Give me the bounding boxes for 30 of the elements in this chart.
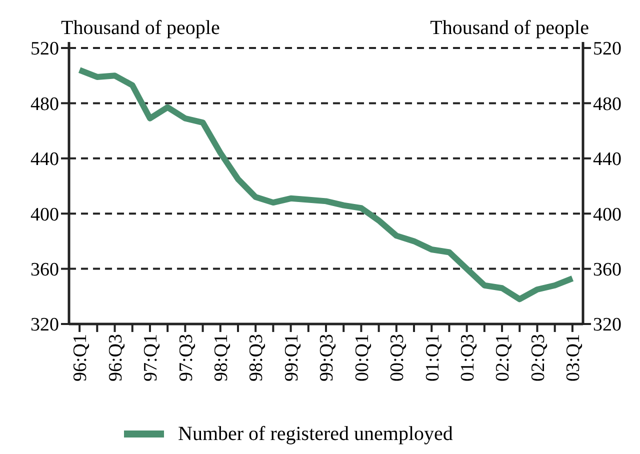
- x-tick-label: 01:Q3: [457, 334, 478, 382]
- y2-tick-label: 480: [593, 94, 622, 115]
- x-tick-label: 03:Q1: [563, 334, 584, 382]
- x-tick-label: 02:Q1: [492, 334, 514, 382]
- y-tick-label: 360: [30, 259, 59, 280]
- y-tick-label: 400: [30, 204, 59, 226]
- x-tick-label: 96:Q3: [105, 334, 126, 382]
- y2-axis-title: Thousand of people: [430, 17, 590, 39]
- x-tick-label: 99:Q1: [281, 334, 302, 382]
- y-tick-label: 320: [30, 314, 59, 336]
- x-tick-label: 00:Q1: [352, 334, 373, 382]
- x-tick-label: 98:Q1: [211, 334, 232, 382]
- y-axis-title: Thousand of people: [61, 17, 220, 39]
- x-tick-label: 00:Q3: [387, 334, 408, 382]
- y2-tick-label: 440: [593, 149, 622, 170]
- y2-tick-label: 320: [593, 314, 622, 336]
- y2-tick-label: 520: [593, 38, 622, 60]
- x-tick-label: 96:Q1: [70, 334, 92, 382]
- x-tick-label: 97:Q3: [176, 334, 197, 382]
- y-tick-label: 440: [30, 149, 59, 170]
- legend-label: Number of registered unemployed: [178, 423, 453, 445]
- x-tick-label: 97:Q1: [140, 334, 162, 382]
- y2-tick-label: 360: [593, 259, 622, 280]
- x-tick-label: 98:Q3: [246, 334, 268, 382]
- y-tick-label: 520: [30, 38, 59, 60]
- y-tick-label: 480: [30, 94, 59, 115]
- x-tick-label: 01:Q1: [422, 334, 444, 382]
- x-tick-label: 99:Q3: [316, 334, 338, 382]
- x-tick-label: 02:Q3: [528, 334, 549, 382]
- y2-tick-label: 400: [593, 204, 622, 226]
